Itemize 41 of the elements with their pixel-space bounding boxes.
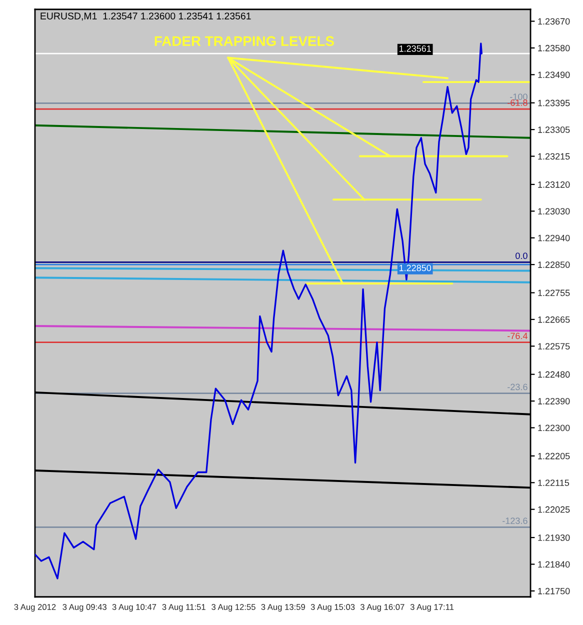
x-tick-label: 3 Aug 12:55 xyxy=(212,604,256,612)
y-tick-label: 1.22205 xyxy=(538,452,570,460)
y-tick-label: 1.23030 xyxy=(538,208,570,215)
x-tick-label: 3 Aug 16:07 xyxy=(360,604,404,612)
y-tick-label: 1.23120 xyxy=(538,181,570,188)
ref-line-label: 1.23561 xyxy=(399,45,431,52)
chart-title: EURUSD,M1 1.23547 1.23600 1.23541 1.23561 xyxy=(40,12,251,21)
annotation: -76.4 xyxy=(508,332,528,340)
y-tick-label: 1.22480 xyxy=(538,371,570,378)
y-tick-label: 1.22665 xyxy=(538,316,570,323)
y-tick-label: 1.22025 xyxy=(538,506,570,513)
x-tick-label: 3 Aug 11:51 xyxy=(162,604,206,612)
y-tick-label: 1.23305 xyxy=(538,126,570,133)
annotation: -61.8 xyxy=(508,100,528,106)
annotation: -23.6 xyxy=(508,384,528,390)
annotation: -123.6 xyxy=(502,518,528,524)
y-tick-label: 1.23490 xyxy=(538,72,570,78)
y-tick-label: 1.23580 xyxy=(538,44,570,52)
y-tick-label: 1.22300 xyxy=(538,424,570,432)
annotation: 0.0 xyxy=(516,252,528,260)
y-tick-label: 1.22390 xyxy=(538,398,570,404)
y-tick-label: 1.22755 xyxy=(538,290,570,296)
y-tick-label: 1.22115 xyxy=(538,480,570,486)
y-tick-label: 1.22575 xyxy=(538,343,570,350)
x-tick-label: 3 Aug 09:43 xyxy=(62,604,106,612)
x-tick-label: 3 Aug 2012 xyxy=(14,604,56,612)
y-tick-label: 1.22850 xyxy=(538,262,570,268)
y-tick-label: 1.21840 xyxy=(538,561,570,568)
x-tick-label: 3 Aug 13:59 xyxy=(261,604,305,612)
ref-line-label: 1.22850 xyxy=(399,264,432,272)
y-tick-label: 1.21750 xyxy=(538,588,570,594)
x-tick-label: 3 Aug 17:11 xyxy=(410,604,454,612)
y-tick-label: 1.23670 xyxy=(538,18,570,25)
annotation: -100 xyxy=(510,94,528,100)
y-tick-label: 1.23395 xyxy=(538,100,570,106)
x-tick-label: 3 Aug 15:03 xyxy=(310,604,355,612)
y-tick-label: 1.21930 xyxy=(538,534,570,541)
y-tick-label: 1.22940 xyxy=(538,234,570,242)
x-tick-label: 3 Aug 10:47 xyxy=(112,604,156,612)
annotation: FADER TRAPPING LEVELS xyxy=(154,36,334,46)
y-tick-label: 1.23215 xyxy=(538,153,570,160)
